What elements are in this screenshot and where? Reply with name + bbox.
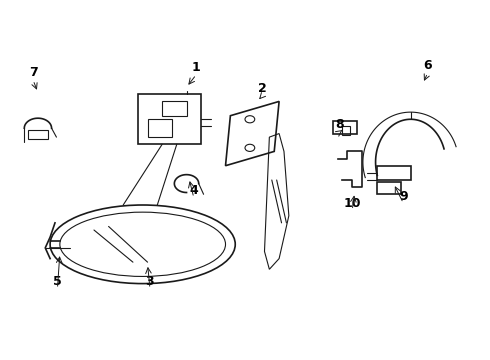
Text: 7: 7 [29,66,37,79]
Text: 2: 2 [258,82,267,95]
Bar [333,121,357,134]
Bar [28,130,48,139]
Bar [138,94,201,144]
Text: 9: 9 [399,190,408,203]
Text: 4: 4 [190,184,198,197]
Text: 6: 6 [423,59,432,72]
Text: 10: 10 [343,197,361,210]
Text: 8: 8 [336,118,344,131]
Bar [147,119,172,137]
Bar [376,166,411,180]
Text: 3: 3 [146,275,154,288]
Text: 1: 1 [192,61,200,74]
Bar [162,102,187,116]
Text: 5: 5 [53,275,62,288]
Bar [376,182,401,194]
Bar [343,126,350,135]
